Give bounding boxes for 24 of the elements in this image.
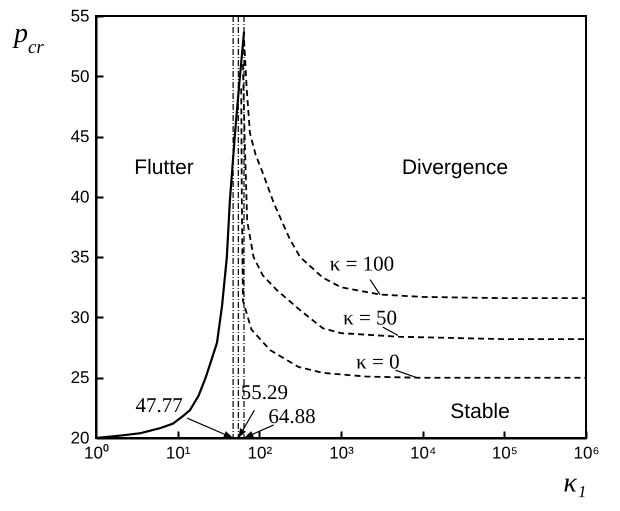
x-tick-label: 10⁴ xyxy=(410,444,436,462)
y-axis-title: p$_{cr}$ xyxy=(12,18,44,58)
y-tick-label: 55 xyxy=(70,6,90,26)
annotation: 47.77 xyxy=(136,393,183,417)
x-tick-label: 10⁵ xyxy=(492,444,518,462)
annotation: κ = 50 xyxy=(343,306,398,330)
x-axis-title: κ₁ xyxy=(563,468,586,498)
annotation: 55.29 xyxy=(240,380,288,404)
y-tick-label: 35 xyxy=(70,248,90,267)
annotation: Divergence xyxy=(402,156,508,179)
y-tick-label: 25 xyxy=(70,368,90,388)
x-tick-label: 10² xyxy=(248,444,272,462)
x-tick-label: 10¹ xyxy=(166,444,191,462)
annotation: Stable xyxy=(450,400,510,423)
annotation: κ = 0 xyxy=(356,350,400,374)
annotation: κ = 100 xyxy=(330,252,394,276)
annotation: Flutter xyxy=(134,156,194,179)
x-tick-label: 10³ xyxy=(329,444,354,462)
y-tick-label: 45 xyxy=(70,127,90,146)
y-tick-label: 50 xyxy=(70,66,90,86)
annotation: 64.88 xyxy=(268,404,316,428)
x-tick-label: 10⁶ xyxy=(574,444,600,462)
y-tick-label: 30 xyxy=(70,308,90,327)
y-tick-label: 40 xyxy=(70,187,90,206)
